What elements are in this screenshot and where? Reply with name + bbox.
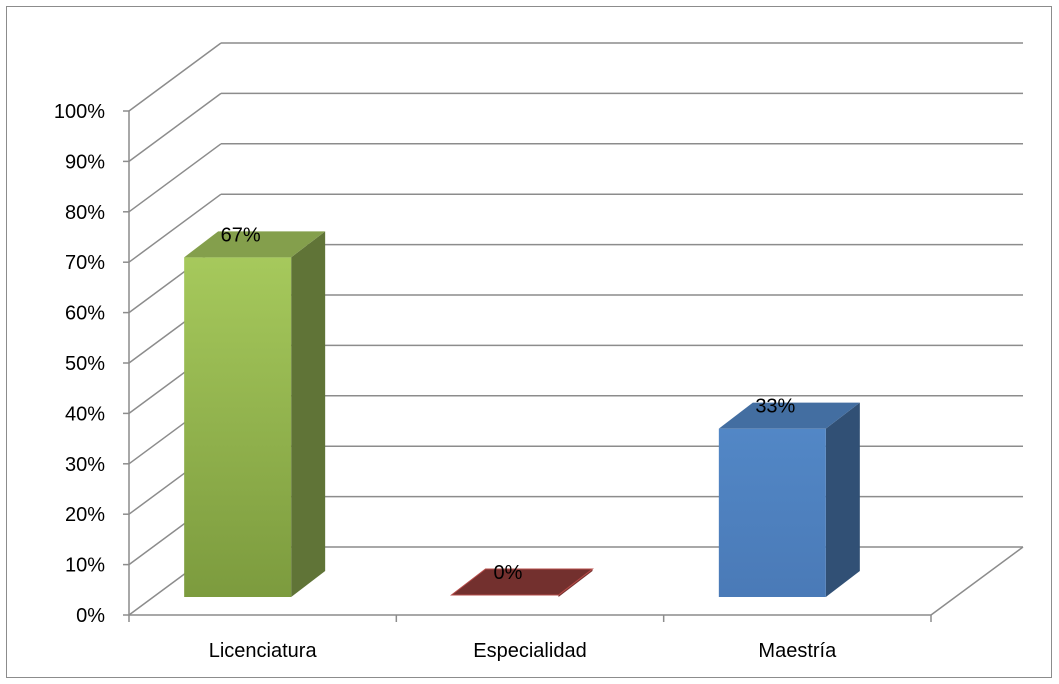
y-tick-label: 90% xyxy=(65,151,105,173)
y-tick-label: 80% xyxy=(65,202,105,224)
y-tick-label: 40% xyxy=(65,403,105,425)
y-tick-label: 50% xyxy=(65,353,105,375)
x-tick-label: Especialidad xyxy=(473,640,586,662)
bar-side-face xyxy=(825,402,860,597)
bars xyxy=(184,231,860,597)
axes xyxy=(123,110,1024,622)
bar-top-face xyxy=(450,568,594,596)
bar-front-face xyxy=(184,257,292,597)
data-label-licenciatura: 67% xyxy=(221,224,261,246)
y-tick-label: 20% xyxy=(65,504,105,526)
y-tick-label: 60% xyxy=(65,303,105,325)
chart-area: 0% 10% 20% 30% 40% 50% 60% 70% 80% 90% 100% 67% Lice… xyxy=(6,6,1052,678)
bar-chart: 0% 10% 20% 30% 40% 50% 60% 70% 80% 90% 100% 67% Lice… xyxy=(54,42,1024,662)
bar-maestría xyxy=(718,402,860,597)
data-label-maestría: 33% xyxy=(755,396,795,418)
gridline-diagonal xyxy=(128,193,222,263)
x-tick-label: Licenciatura xyxy=(209,640,318,662)
y-tick-label: 30% xyxy=(65,454,105,476)
y-tick-label: 100% xyxy=(54,101,105,123)
bar-top-face xyxy=(184,231,326,258)
gridline-diagonal xyxy=(128,92,222,163)
gridlines xyxy=(128,42,1023,616)
y-tick-label: 0% xyxy=(76,605,105,627)
y-tick-label: 10% xyxy=(65,555,105,577)
bar-side-face xyxy=(291,231,326,597)
labels: 0% 10% 20% 30% 40% 50% 60% 70% 80% 90% 100% 67% Lice… xyxy=(54,101,837,662)
gridline-diagonal xyxy=(128,42,222,112)
bar-top-face xyxy=(718,402,860,429)
y-tick-label: 70% xyxy=(65,252,105,274)
bar-especialidad xyxy=(450,568,594,597)
bar-licenciatura xyxy=(184,231,326,597)
data-label-especialidad: 0% xyxy=(494,562,523,584)
floor-right-edge xyxy=(930,546,1024,616)
x-tick-label: Maestría xyxy=(758,640,837,662)
bar-front-face xyxy=(718,428,826,597)
gridline-diagonal xyxy=(128,143,222,213)
